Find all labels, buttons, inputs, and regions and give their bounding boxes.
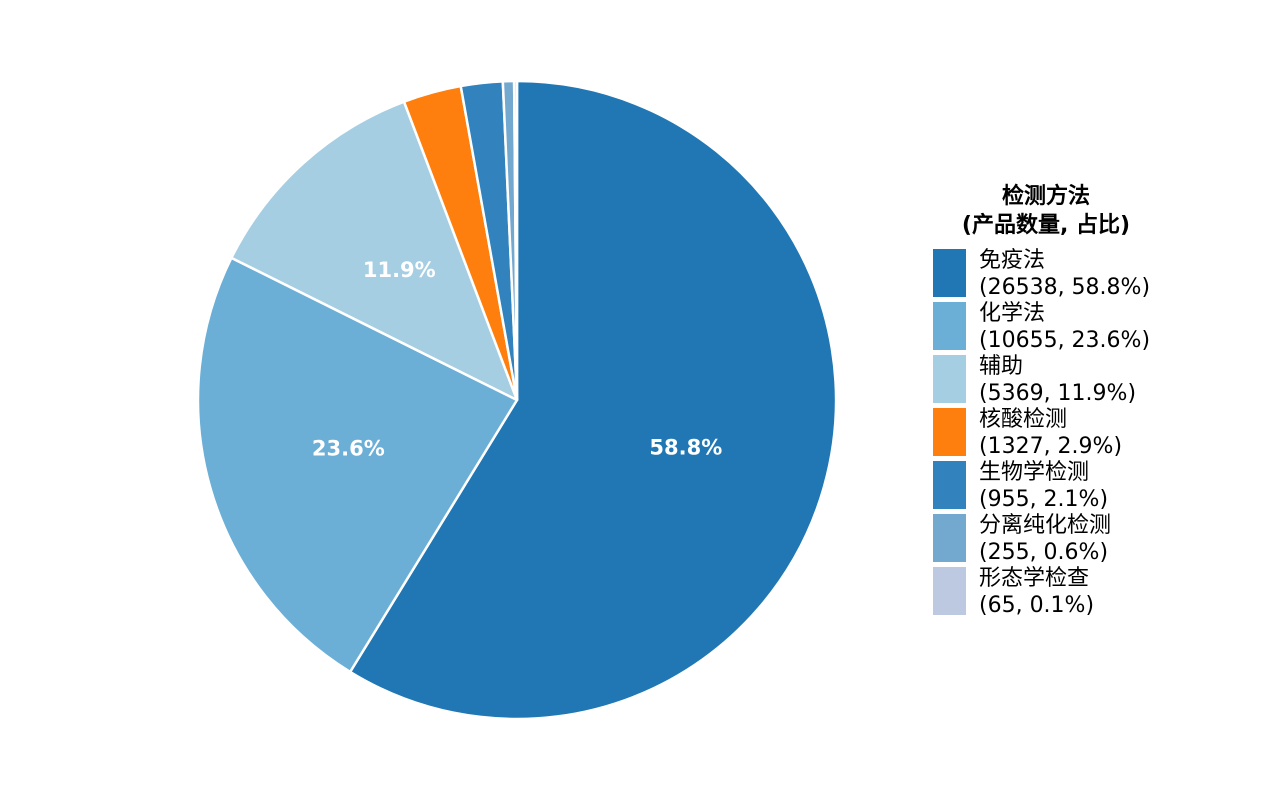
legend-label-3: 辅助 bbox=[979, 354, 1023, 379]
legend-value-6: (255, 0.6%) bbox=[979, 540, 1108, 565]
legend-label-5: 生物学检测 bbox=[979, 460, 1089, 485]
legend-item-1: 免疫法(26538, 58.8%) bbox=[933, 248, 1150, 300]
legend-swatch-3 bbox=[933, 355, 966, 403]
pie-slice-1 bbox=[348, 79, 838, 721]
pie-slice-3 bbox=[230, 100, 519, 402]
legend-item-2: 化学法(10655, 23.6%) bbox=[933, 301, 1150, 353]
legend-item-7: 形态学检查(65, 0.1%) bbox=[933, 566, 1094, 618]
legend-item-6: 分离纯化检测(255, 0.6%) bbox=[933, 513, 1111, 565]
pie-slice-label-1: 58.8% bbox=[649, 436, 722, 460]
legend-item-3: 辅助(5369, 11.9%) bbox=[933, 354, 1136, 406]
legend-item-4: 核酸检测(1327, 2.9%) bbox=[933, 407, 1122, 459]
legend-swatch-2 bbox=[933, 302, 966, 350]
legend-label-4: 核酸检测 bbox=[979, 407, 1067, 432]
pie-slices bbox=[196, 79, 838, 721]
legend-value-3: (5369, 11.9%) bbox=[979, 381, 1136, 406]
legend-title-line-1: 检测方法 bbox=[1002, 183, 1090, 209]
legend-swatch-5 bbox=[933, 461, 966, 509]
legend-value-4: (1327, 2.9%) bbox=[979, 434, 1122, 459]
legend-value-2: (10655, 23.6%) bbox=[979, 328, 1150, 353]
legend-label-6: 分离纯化检测 bbox=[979, 513, 1111, 538]
legend-swatch-1 bbox=[933, 249, 966, 297]
legend-swatch-6 bbox=[933, 514, 966, 562]
legend-value-5: (955, 2.1%) bbox=[979, 487, 1108, 512]
legend-swatch-7 bbox=[933, 567, 966, 615]
legend-items: 免疫法(26538, 58.8%)化学法(10655, 23.6%)辅助(536… bbox=[933, 248, 1150, 618]
legend-swatch-4 bbox=[933, 408, 966, 456]
legend-label-7: 形态学检查 bbox=[979, 566, 1089, 591]
legend: 检测方法 (产品数量, 占比) 免疫法(26538, 58.8%)化学法(106… bbox=[933, 183, 1150, 618]
legend-item-5: 生物学检测(955, 2.1%) bbox=[933, 460, 1108, 512]
pie-slice-label-2: 23.6% bbox=[312, 436, 385, 460]
pie-slice-label-3: 11.9% bbox=[363, 258, 436, 282]
legend-label-1: 免疫法 bbox=[979, 248, 1045, 273]
pie-slice-labels: 58.8% 23.6% 11.9% bbox=[312, 258, 722, 460]
legend-label-2: 化学法 bbox=[979, 301, 1045, 326]
pie-slice-7 bbox=[512, 79, 519, 402]
legend-value-7: (65, 0.1%) bbox=[979, 593, 1094, 618]
legend-value-1: (26538, 58.8%) bbox=[979, 275, 1150, 300]
legend-title-line-2: (产品数量, 占比) bbox=[962, 212, 1130, 238]
